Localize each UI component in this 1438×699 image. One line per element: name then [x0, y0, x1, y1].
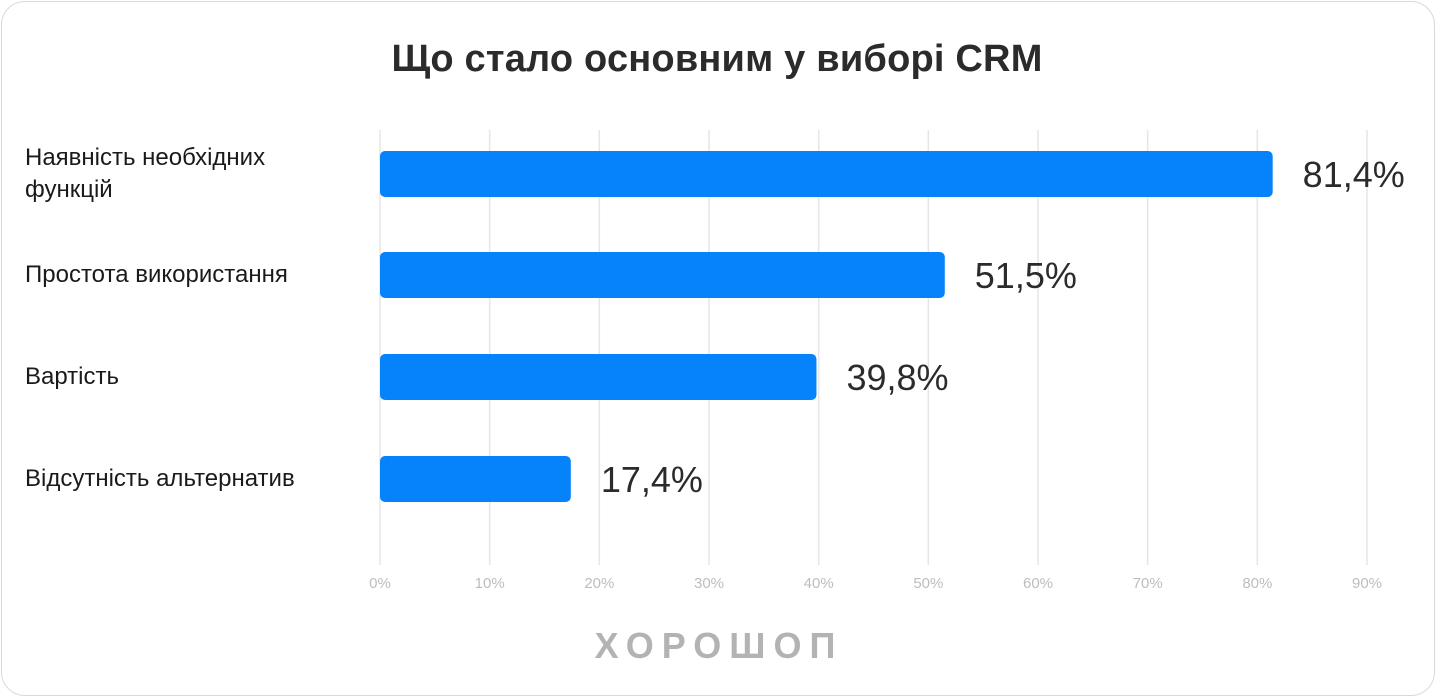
bar-value-label: 51,5% — [975, 255, 1077, 296]
x-tick-label: 50% — [913, 575, 943, 592]
category-label: Вартість — [25, 363, 119, 390]
x-tick-label: 60% — [1023, 575, 1053, 592]
bar — [380, 151, 1273, 197]
x-tick-label: 10% — [475, 575, 505, 592]
x-tick-label: 0% — [369, 575, 391, 592]
x-tick-label: 40% — [804, 575, 834, 592]
bar-value-label: 39,8% — [846, 357, 948, 398]
bar — [380, 354, 817, 400]
x-tick-label: 90% — [1352, 575, 1382, 592]
brand-logo: ХОРОШОП — [594, 625, 844, 666]
bar — [380, 252, 945, 298]
category-label: Простота використання — [25, 261, 288, 288]
x-tick-label: 70% — [1133, 575, 1163, 592]
bar-value-label: 81,4% — [1303, 154, 1405, 195]
bar-value-label: 17,4% — [601, 459, 703, 500]
x-tick-label: 80% — [1242, 575, 1272, 592]
bar — [380, 456, 571, 502]
category-label: Відсутність альтернатив — [25, 465, 295, 492]
chart-title: Що стало основним у виборі CRM — [391, 38, 1043, 80]
x-tick-label: 20% — [584, 575, 614, 592]
x-tick-label: 30% — [694, 575, 724, 592]
category-label: Наявність необхідних функцій — [25, 144, 266, 203]
